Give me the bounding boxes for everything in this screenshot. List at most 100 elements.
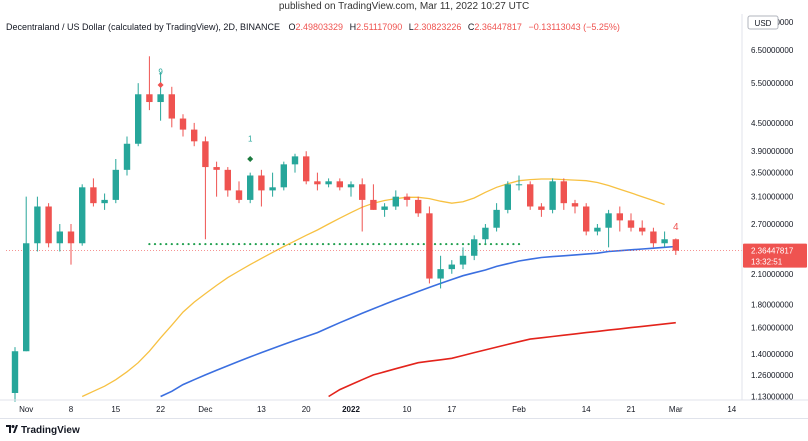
candle — [650, 227, 657, 248]
signal-count: 9 — [158, 67, 163, 76]
candle-body — [403, 196, 411, 200]
support-dot — [237, 242, 241, 246]
candle-body — [291, 156, 299, 165]
currency-label: USD — [755, 19, 772, 28]
support-dot — [389, 242, 392, 246]
price-axis[interactable]: 7.500000006.500000005.500000004.50000000… — [741, 14, 808, 401]
candle-body — [247, 175, 254, 200]
candle — [381, 203, 388, 217]
candle — [560, 178, 567, 210]
price-chart[interactable]: 914 7.500000006.500000005.500000004.5000… — [0, 14, 808, 418]
price-axis-bg — [742, 14, 808, 400]
candle-body — [661, 239, 668, 244]
candle — [247, 172, 254, 204]
time-tick-label: 14 — [727, 405, 736, 414]
candle — [291, 153, 299, 173]
candle — [269, 172, 276, 197]
support-dot — [355, 242, 358, 246]
price-tick-label: 4.50000000 — [751, 119, 794, 128]
candle — [594, 224, 601, 236]
candle — [549, 178, 556, 214]
tradingview-brand[interactable]: TradingView — [6, 424, 80, 436]
time-tick-label: 15 — [111, 405, 120, 414]
candle-body — [471, 239, 478, 256]
support-dot — [506, 242, 509, 246]
support-dot — [198, 242, 201, 246]
high-value: 2.51117090 — [356, 22, 403, 32]
candle — [56, 224, 63, 252]
markers: 9 1 4 — [157, 67, 679, 233]
currency-badge[interactable]: USD — [747, 15, 779, 30]
candle — [11, 347, 19, 402]
candle — [336, 178, 343, 191]
candle-body — [359, 184, 366, 200]
price-tick-label: 3.10000000 — [751, 193, 794, 202]
candle — [67, 224, 75, 265]
support-dot — [450, 242, 453, 246]
support-dot — [265, 242, 269, 246]
candle-body — [493, 209, 500, 228]
candle-body — [336, 181, 343, 188]
candle — [191, 122, 198, 147]
candle-body — [639, 227, 646, 232]
price-tag-countdown: 13:32:51 — [751, 258, 783, 267]
candle-body — [627, 220, 635, 228]
candle-body — [415, 199, 422, 214]
candle-body — [67, 231, 75, 244]
candle — [224, 167, 231, 197]
support-dot — [400, 242, 403, 246]
support-dot — [260, 242, 263, 246]
candle-body — [191, 129, 198, 142]
support-dot — [187, 242, 190, 246]
support-dot — [461, 242, 465, 246]
candle-body — [135, 94, 142, 144]
candle — [616, 206, 623, 232]
candle — [280, 161, 287, 191]
candle-body — [123, 143, 131, 170]
time-tick-label: 17 — [447, 405, 456, 414]
close-value: 2.36447817 — [474, 22, 522, 32]
candle — [392, 190, 399, 210]
moving-averages — [6, 178, 742, 398]
time-axis[interactable]: Nov 8 15 22 Dec 13 20 2022 10 17 Feb 14 21 Mar 14 — [0, 399, 808, 414]
support-dot — [232, 242, 235, 246]
candle-body — [202, 141, 209, 168]
support-dot — [433, 242, 437, 246]
candle — [627, 213, 635, 232]
support-dot — [193, 242, 196, 246]
candle-body — [605, 213, 612, 228]
candle — [168, 86, 175, 128]
candle-body — [303, 156, 310, 182]
support-dot — [153, 242, 157, 246]
support-dot — [316, 242, 319, 246]
support-dot — [394, 242, 397, 246]
price-tick-label: 2.10000000 — [751, 270, 794, 279]
candle — [605, 209, 612, 248]
support-dot — [501, 242, 504, 246]
candle — [661, 231, 668, 248]
candle — [403, 193, 411, 207]
candle-body — [235, 190, 243, 200]
footer: TradingView — [0, 418, 808, 441]
candle-body — [504, 184, 511, 210]
price-tick-label: 1.40000000 — [751, 350, 794, 359]
candle — [515, 175, 523, 191]
support-dot — [159, 242, 162, 246]
support-dot — [377, 242, 381, 246]
support-dot — [512, 242, 515, 246]
price-tick-label: 1.60000000 — [751, 324, 794, 333]
symbol-legend: Decentraland / US Dollar (calculated by … — [6, 22, 620, 32]
candle — [504, 181, 511, 214]
support-dot — [417, 242, 420, 246]
candle-body — [269, 187, 276, 191]
support-dot — [445, 242, 448, 246]
candle — [415, 196, 422, 217]
support-dot — [495, 242, 498, 246]
candle — [347, 181, 355, 197]
candle-body — [168, 94, 175, 119]
candle — [258, 169, 265, 207]
candle — [235, 181, 243, 204]
candle — [303, 151, 310, 185]
time-tick-label: 22 — [156, 405, 165, 414]
support-dot — [204, 242, 207, 246]
